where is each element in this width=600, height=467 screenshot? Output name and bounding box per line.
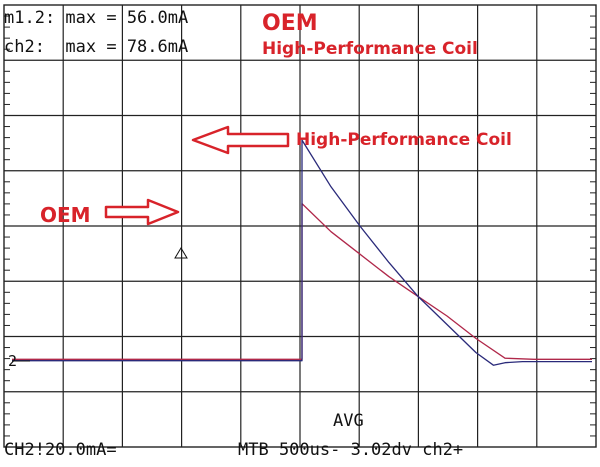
readout-ch2: ch2: max = 78.6mA <box>4 37 188 57</box>
trace-layer <box>12 139 592 366</box>
label-hp-top: High-Performance Coil <box>262 39 478 59</box>
graticule <box>3 4 597 448</box>
label-oem-top: OEM <box>262 11 318 36</box>
status-channel: CH2!20.0mA= <box>4 440 117 460</box>
trigger-marker-icon <box>174 247 188 259</box>
readout-ch1: m1.2: max = 56.0mA <box>4 8 188 28</box>
label-oem-arrow: OEM <box>40 203 91 227</box>
label-hp-arrow: High-Performance Coil <box>296 130 512 150</box>
arrow-hp-icon <box>191 125 290 155</box>
arrow-oem-icon <box>104 198 180 226</box>
trace-high-performance-coil <box>12 139 592 366</box>
acquisition-mode: AVG <box>333 411 364 431</box>
status-timebase: MTB 500us- 3.02dv ch2+ <box>238 440 463 460</box>
